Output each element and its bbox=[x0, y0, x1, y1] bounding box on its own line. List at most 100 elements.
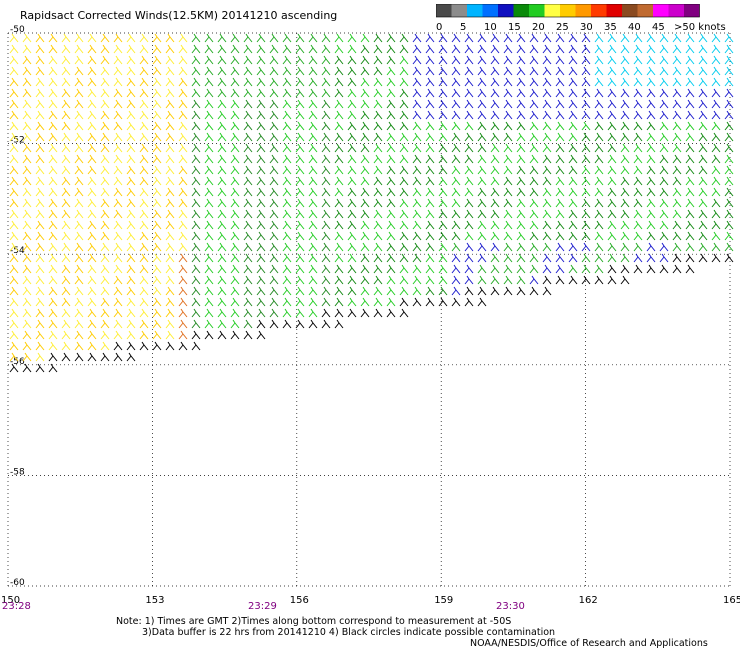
wind-barb bbox=[425, 220, 435, 230]
wind-barb bbox=[139, 330, 149, 340]
wind-barb bbox=[87, 132, 97, 142]
wind-barb bbox=[360, 66, 370, 76]
wind-barb bbox=[22, 154, 32, 164]
wind-barb bbox=[529, 242, 539, 252]
wind-barb bbox=[425, 198, 435, 208]
wind-barb bbox=[74, 165, 84, 175]
wind-barb bbox=[100, 66, 110, 76]
wind-barb bbox=[412, 176, 422, 186]
wind-barb bbox=[633, 253, 643, 263]
wind-barb bbox=[529, 88, 539, 98]
wind-barb bbox=[594, 132, 604, 142]
wind-barb bbox=[464, 33, 474, 43]
wind-barb bbox=[568, 44, 578, 54]
wind-barb bbox=[191, 198, 201, 208]
wind-barb bbox=[386, 121, 396, 131]
wind-barb bbox=[373, 308, 383, 318]
wind-barb bbox=[620, 66, 630, 76]
wind-barb bbox=[711, 121, 721, 131]
wind-barb bbox=[607, 220, 617, 230]
wind-barb bbox=[217, 297, 227, 307]
wind-barb bbox=[87, 121, 97, 131]
wind-barb bbox=[633, 242, 643, 252]
wind-barb bbox=[35, 143, 45, 153]
wind-barb bbox=[126, 99, 136, 109]
wind-barb bbox=[74, 198, 84, 208]
wind-barb bbox=[126, 44, 136, 54]
wind-barb bbox=[698, 253, 708, 263]
wind-barb bbox=[165, 33, 175, 43]
wind-barb bbox=[503, 154, 513, 164]
wind-barb bbox=[35, 363, 45, 373]
wind-barb bbox=[620, 242, 630, 252]
wind-barb bbox=[74, 55, 84, 65]
wind-barb bbox=[477, 44, 487, 54]
wind-barb bbox=[22, 66, 32, 76]
wind-barb bbox=[61, 319, 71, 329]
wind-barb bbox=[308, 143, 318, 153]
wind-barb bbox=[256, 275, 266, 285]
wind-barb bbox=[347, 220, 357, 230]
wind-barb bbox=[412, 33, 422, 43]
wind-barb bbox=[399, 187, 409, 197]
wind-barb bbox=[152, 242, 162, 252]
wind-barb bbox=[477, 242, 487, 252]
wind-barb bbox=[529, 264, 539, 274]
wind-barb bbox=[451, 297, 461, 307]
wind-barb bbox=[308, 220, 318, 230]
wind-barb bbox=[620, 253, 630, 263]
wind-barb bbox=[659, 132, 669, 142]
wind-barb bbox=[412, 275, 422, 285]
wind-barb bbox=[386, 110, 396, 120]
wind-barb bbox=[451, 44, 461, 54]
wind-barb bbox=[451, 33, 461, 43]
wind-barb bbox=[217, 99, 227, 109]
wind-barb bbox=[685, 44, 695, 54]
wind-barb bbox=[308, 308, 318, 318]
wind-barb bbox=[243, 154, 253, 164]
wind-barb bbox=[178, 66, 188, 76]
wind-barb bbox=[61, 176, 71, 186]
wind-barb bbox=[555, 198, 565, 208]
wind-barb bbox=[685, 187, 695, 197]
wind-barb bbox=[243, 264, 253, 274]
wind-barb bbox=[672, 231, 682, 241]
wind-barb bbox=[425, 209, 435, 219]
wind-barb bbox=[61, 88, 71, 98]
wind-barb bbox=[191, 308, 201, 318]
wind-barb bbox=[477, 143, 487, 153]
wind-barb bbox=[399, 165, 409, 175]
wind-barb bbox=[529, 121, 539, 131]
wind-barb bbox=[685, 154, 695, 164]
wind-barb bbox=[126, 187, 136, 197]
wind-barb bbox=[48, 220, 58, 230]
wind-barb bbox=[529, 33, 539, 43]
wind-barb bbox=[334, 297, 344, 307]
longitude-label: 159 bbox=[434, 595, 453, 606]
wind-barb bbox=[126, 319, 136, 329]
wind-barb bbox=[230, 209, 240, 219]
wind-barb bbox=[35, 231, 45, 241]
wind-barb bbox=[711, 132, 721, 142]
wind-barb bbox=[217, 132, 227, 142]
wind-barb bbox=[529, 209, 539, 219]
wind-barb bbox=[581, 110, 591, 120]
wind-barb bbox=[594, 110, 604, 120]
wind-barb bbox=[425, 154, 435, 164]
wind-barb bbox=[672, 209, 682, 219]
wind-barb bbox=[74, 330, 84, 340]
wind-barb bbox=[191, 286, 201, 296]
wind-barb bbox=[256, 176, 266, 186]
wind-barb bbox=[204, 231, 214, 241]
wind-barb bbox=[87, 297, 97, 307]
wind-barb bbox=[269, 55, 279, 65]
wind-barb bbox=[568, 55, 578, 65]
wind-barb bbox=[256, 242, 266, 252]
wind-barb bbox=[620, 44, 630, 54]
wind-barb bbox=[48, 319, 58, 329]
wind-barb bbox=[282, 319, 292, 329]
wind-barb bbox=[61, 66, 71, 76]
wind-barb bbox=[61, 275, 71, 285]
wind-barb bbox=[61, 209, 71, 219]
wind-barb bbox=[451, 88, 461, 98]
